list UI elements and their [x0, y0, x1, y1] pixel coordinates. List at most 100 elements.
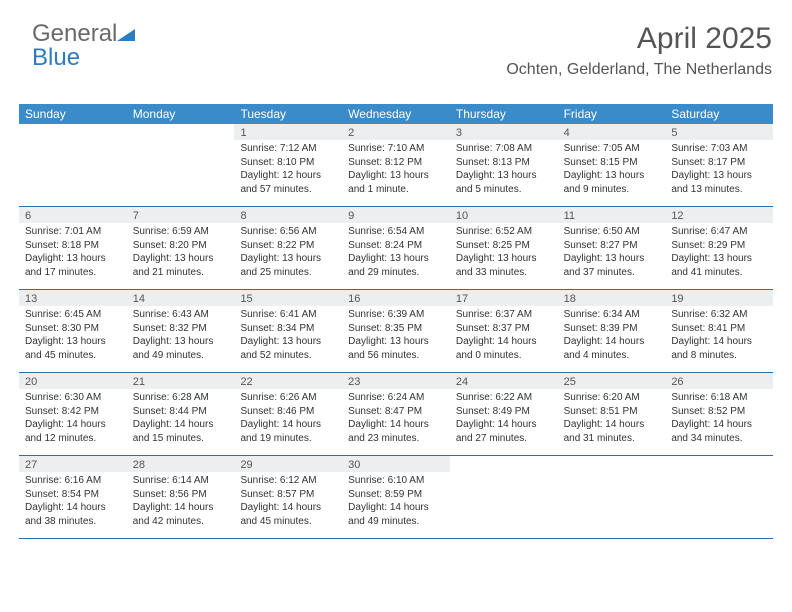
day-daylight: Daylight: 14 hours and 45 minutes. — [240, 501, 336, 528]
day-sunset: Sunset: 8:22 PM — [240, 239, 336, 253]
day-cell: 29Sunrise: 6:12 AMSunset: 8:57 PMDayligh… — [234, 456, 342, 538]
day-sunrise: Sunrise: 7:08 AM — [456, 142, 552, 156]
day-daylight: Daylight: 13 hours and 17 minutes. — [25, 252, 121, 279]
day-sunrise: Sunrise: 7:01 AM — [25, 225, 121, 239]
day-cell: 3Sunrise: 7:08 AMSunset: 8:13 PMDaylight… — [450, 124, 558, 206]
day-sunset: Sunset: 8:34 PM — [240, 322, 336, 336]
day-body: Sunrise: 7:10 AMSunset: 8:12 PMDaylight:… — [342, 140, 450, 200]
day-number: 21 — [127, 373, 235, 389]
day-cell — [665, 456, 773, 538]
day-cell: 13Sunrise: 6:45 AMSunset: 8:30 PMDayligh… — [19, 290, 127, 372]
day-sunrise: Sunrise: 6:47 AM — [671, 225, 767, 239]
day-daylight: Daylight: 14 hours and 8 minutes. — [671, 335, 767, 362]
day-daylight: Daylight: 13 hours and 29 minutes. — [348, 252, 444, 279]
day-number: 13 — [19, 290, 127, 306]
day-cell: 2Sunrise: 7:10 AMSunset: 8:12 PMDaylight… — [342, 124, 450, 206]
day-header: Thursday — [450, 107, 558, 121]
day-body: Sunrise: 7:08 AMSunset: 8:13 PMDaylight:… — [450, 140, 558, 200]
day-body — [665, 472, 773, 478]
day-sunrise: Sunrise: 7:05 AM — [564, 142, 660, 156]
day-daylight: Daylight: 14 hours and 12 minutes. — [25, 418, 121, 445]
day-number: 9 — [342, 207, 450, 223]
day-body: Sunrise: 6:56 AMSunset: 8:22 PMDaylight:… — [234, 223, 342, 283]
day-sunrise: Sunrise: 6:10 AM — [348, 474, 444, 488]
day-body: Sunrise: 6:12 AMSunset: 8:57 PMDaylight:… — [234, 472, 342, 532]
day-sunrise: Sunrise: 7:12 AM — [240, 142, 336, 156]
day-body: Sunrise: 6:10 AMSunset: 8:59 PMDaylight:… — [342, 472, 450, 532]
week-row: 6Sunrise: 7:01 AMSunset: 8:18 PMDaylight… — [19, 207, 773, 290]
day-sunset: Sunset: 8:52 PM — [671, 405, 767, 419]
day-cell: 25Sunrise: 6:20 AMSunset: 8:51 PMDayligh… — [558, 373, 666, 455]
day-daylight: Daylight: 14 hours and 19 minutes. — [240, 418, 336, 445]
day-sunset: Sunset: 8:37 PM — [456, 322, 552, 336]
day-cell: 23Sunrise: 6:24 AMSunset: 8:47 PMDayligh… — [342, 373, 450, 455]
day-cell: 19Sunrise: 6:32 AMSunset: 8:41 PMDayligh… — [665, 290, 773, 372]
day-daylight: Daylight: 13 hours and 49 minutes. — [133, 335, 229, 362]
day-cell: 17Sunrise: 6:37 AMSunset: 8:37 PMDayligh… — [450, 290, 558, 372]
day-sunrise: Sunrise: 6:45 AM — [25, 308, 121, 322]
day-number: 12 — [665, 207, 773, 223]
day-sunset: Sunset: 8:18 PM — [25, 239, 121, 253]
day-sunset: Sunset: 8:51 PM — [564, 405, 660, 419]
day-daylight: Daylight: 13 hours and 1 minute. — [348, 169, 444, 196]
day-number: 2 — [342, 124, 450, 140]
day-sunrise: Sunrise: 6:12 AM — [240, 474, 336, 488]
weeks-container: 1Sunrise: 7:12 AMSunset: 8:10 PMDaylight… — [19, 124, 773, 539]
day-cell: 9Sunrise: 6:54 AMSunset: 8:24 PMDaylight… — [342, 207, 450, 289]
day-daylight: Daylight: 12 hours and 57 minutes. — [240, 169, 336, 196]
day-daylight: Daylight: 13 hours and 13 minutes. — [671, 169, 767, 196]
day-body — [450, 472, 558, 478]
logo-text-blue: Blue — [32, 44, 80, 71]
day-daylight: Daylight: 14 hours and 4 minutes. — [564, 335, 660, 362]
week-row: 1Sunrise: 7:12 AMSunset: 8:10 PMDaylight… — [19, 124, 773, 207]
day-sunset: Sunset: 8:24 PM — [348, 239, 444, 253]
day-sunrise: Sunrise: 6:30 AM — [25, 391, 121, 405]
day-header: Sunday — [19, 107, 127, 121]
day-body: Sunrise: 7:12 AMSunset: 8:10 PMDaylight:… — [234, 140, 342, 200]
day-sunset: Sunset: 8:25 PM — [456, 239, 552, 253]
day-sunrise: Sunrise: 6:39 AM — [348, 308, 444, 322]
day-daylight: Daylight: 14 hours and 31 minutes. — [564, 418, 660, 445]
day-daylight: Daylight: 13 hours and 9 minutes. — [564, 169, 660, 196]
day-number: 22 — [234, 373, 342, 389]
day-sunrise: Sunrise: 6:50 AM — [564, 225, 660, 239]
day-number: 23 — [342, 373, 450, 389]
day-body: Sunrise: 6:41 AMSunset: 8:34 PMDaylight:… — [234, 306, 342, 366]
day-number: 6 — [19, 207, 127, 223]
day-number: 25 — [558, 373, 666, 389]
day-daylight: Daylight: 13 hours and 45 minutes. — [25, 335, 121, 362]
day-sunset: Sunset: 8:20 PM — [133, 239, 229, 253]
day-number: 8 — [234, 207, 342, 223]
day-body: Sunrise: 6:54 AMSunset: 8:24 PMDaylight:… — [342, 223, 450, 283]
day-header: Wednesday — [342, 107, 450, 121]
day-number: 11 — [558, 207, 666, 223]
day-sunset: Sunset: 8:30 PM — [25, 322, 121, 336]
day-cell: 12Sunrise: 6:47 AMSunset: 8:29 PMDayligh… — [665, 207, 773, 289]
week-row: 13Sunrise: 6:45 AMSunset: 8:30 PMDayligh… — [19, 290, 773, 373]
day-body: Sunrise: 6:45 AMSunset: 8:30 PMDaylight:… — [19, 306, 127, 366]
day-body: Sunrise: 6:20 AMSunset: 8:51 PMDaylight:… — [558, 389, 666, 449]
day-sunset: Sunset: 8:13 PM — [456, 156, 552, 170]
day-number: 28 — [127, 456, 235, 472]
day-daylight: Daylight: 13 hours and 25 minutes. — [240, 252, 336, 279]
day-sunset: Sunset: 8:32 PM — [133, 322, 229, 336]
logo: General Blue — [32, 22, 135, 70]
day-cell: 26Sunrise: 6:18 AMSunset: 8:52 PMDayligh… — [665, 373, 773, 455]
day-sunrise: Sunrise: 6:18 AM — [671, 391, 767, 405]
day-daylight: Daylight: 14 hours and 42 minutes. — [133, 501, 229, 528]
day-daylight: Daylight: 14 hours and 23 minutes. — [348, 418, 444, 445]
day-body: Sunrise: 6:28 AMSunset: 8:44 PMDaylight:… — [127, 389, 235, 449]
day-number: 17 — [450, 290, 558, 306]
day-cell: 22Sunrise: 6:26 AMSunset: 8:46 PMDayligh… — [234, 373, 342, 455]
day-cell — [127, 124, 235, 206]
day-cell: 6 Sunrise: 7:01 AMSunset: 8:18 PMDaylight… — [19, 207, 127, 289]
day-number: 1 — [234, 124, 342, 140]
day-cell: 18Sunrise: 6:34 AMSunset: 8:39 PMDayligh… — [558, 290, 666, 372]
day-sunset: Sunset: 8:47 PM — [348, 405, 444, 419]
day-sunrise: Sunrise: 6:26 AM — [240, 391, 336, 405]
day-number: 26 — [665, 373, 773, 389]
day-number: 30 — [342, 456, 450, 472]
day-daylight: Daylight: 13 hours and 37 minutes. — [564, 252, 660, 279]
day-body: Sunrise: 6:52 AMSunset: 8:25 PMDaylight:… — [450, 223, 558, 283]
day-cell: 5Sunrise: 7:03 AMSunset: 8:17 PMDaylight… — [665, 124, 773, 206]
